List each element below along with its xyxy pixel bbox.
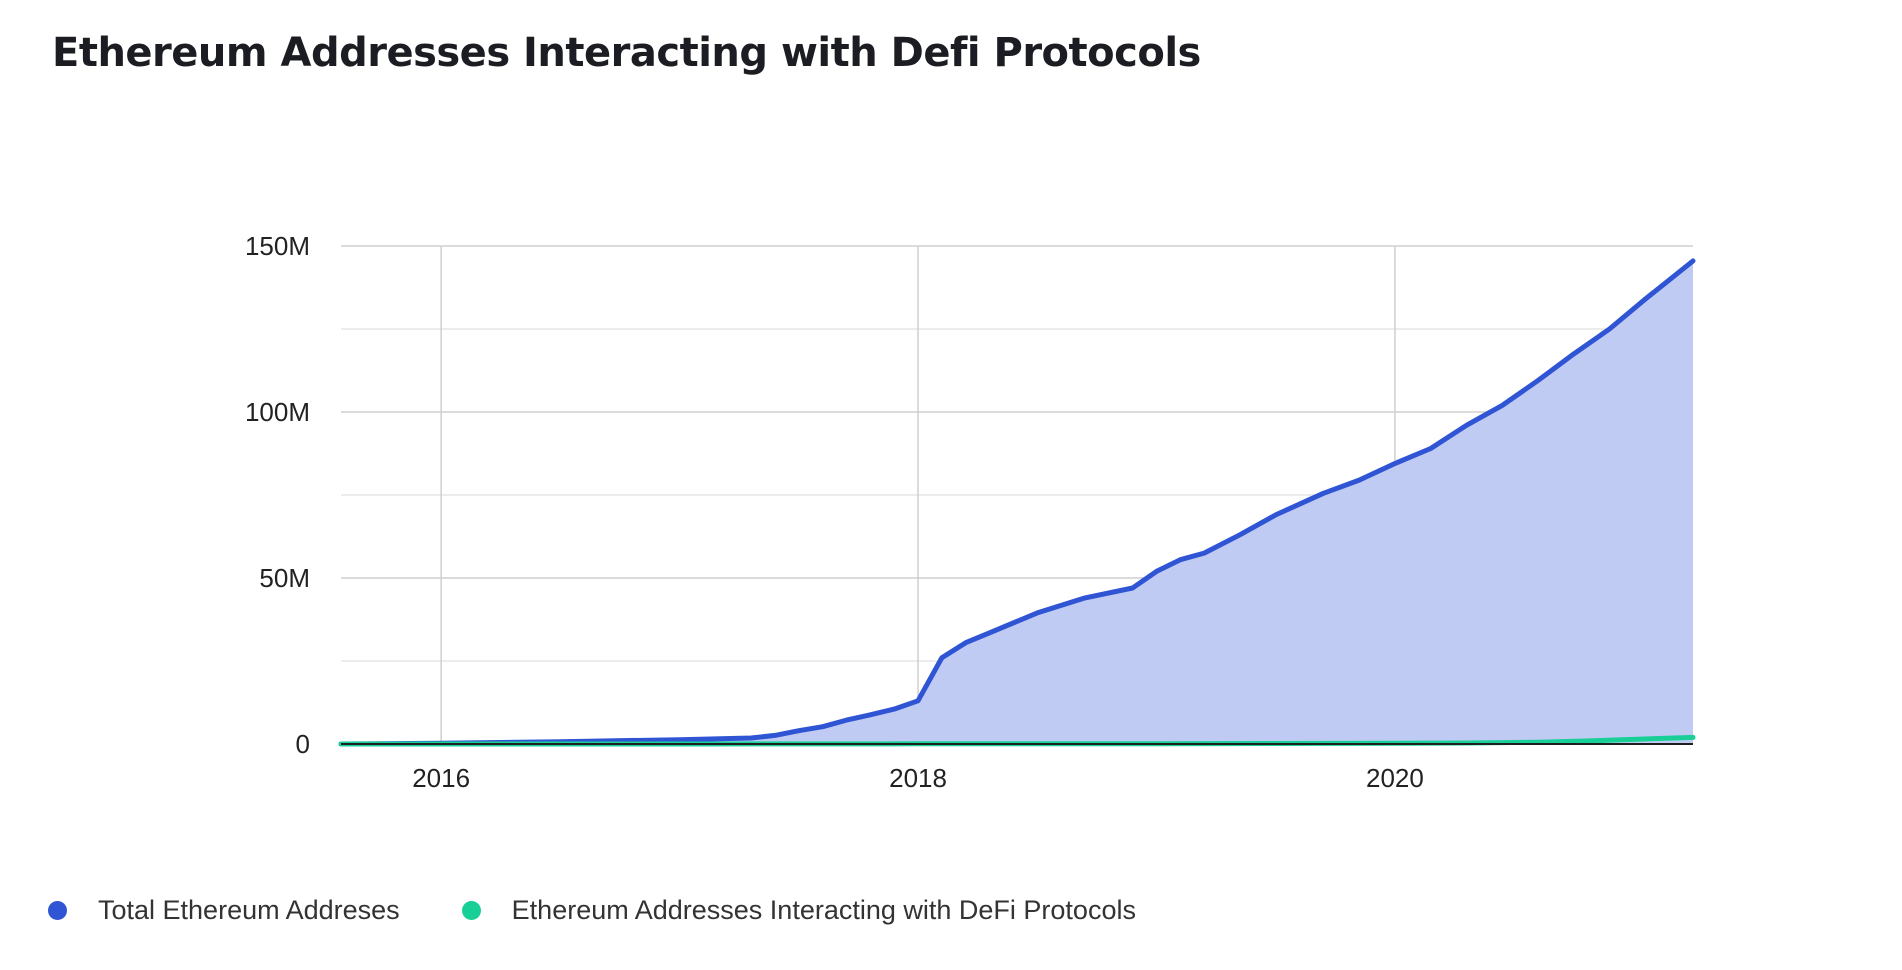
x-tick-label: 2020 [1366, 763, 1424, 793]
legend-swatch-defi-icon [461, 901, 481, 920]
series-total-line [338, 258, 1696, 747]
legend-label-defi: Ethereum Addresses Interacting with DeFi… [511, 895, 1136, 925]
y-tick-label: 100M [245, 397, 310, 427]
y-tick-label: 150M [245, 231, 310, 261]
chart-title: Ethereum Addresses Interacting with Defi… [52, 30, 1201, 76]
legend-swatch-total-icon [48, 901, 67, 920]
legend-item-defi[interactable]: Ethereum Addresses Interacting with DeFi… [461, 895, 1136, 926]
y-tick-label: 0 [296, 729, 310, 759]
axis-layer: 0 50M 100M 150M 2016 2018 2020 [245, 231, 1693, 793]
chart-svg: 0 50M 100M 150M 2016 2018 2020 [245, 231, 1696, 793]
x-tick-label: 2016 [412, 763, 470, 793]
area-layer [341, 260, 1693, 744]
legend-item-total[interactable]: Total Ethereum Addreses [48, 895, 400, 926]
legend: Total Ethereum Addreses Ethereum Address… [48, 895, 1198, 926]
legend-label-total: Total Ethereum Addreses [98, 895, 400, 925]
x-tick-label: 2018 [889, 763, 947, 793]
y-tick-label: 50M [259, 563, 310, 593]
series-total-area [341, 260, 1693, 744]
grid-layer [341, 245, 1693, 744]
